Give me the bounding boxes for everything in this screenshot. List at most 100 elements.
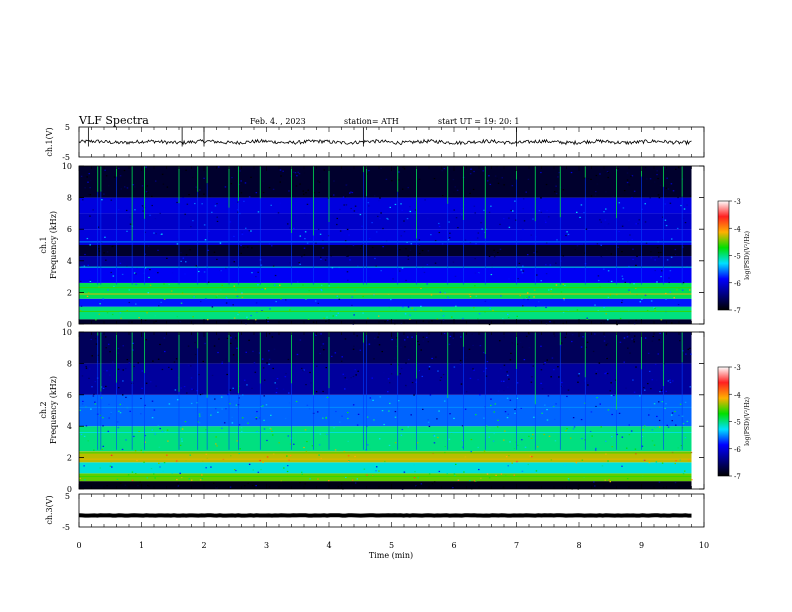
spectrogram-speckle xyxy=(94,403,97,405)
spectrogram-speckle xyxy=(303,446,305,449)
spectrogram-speckle xyxy=(320,346,323,348)
spectrogram-speckle xyxy=(351,296,353,298)
spectrogram-speckle xyxy=(203,271,206,273)
spectrogram-speckle xyxy=(446,473,449,475)
spectrogram-speckle xyxy=(675,460,677,462)
spectrogram-speckle xyxy=(102,387,105,389)
colorbar-tick-label: -6 xyxy=(734,446,741,454)
spectrogram-speckle xyxy=(79,477,81,480)
spectrogram-speckle xyxy=(563,299,565,301)
spectrogram-speckle xyxy=(657,401,660,403)
spectrogram-speckle xyxy=(220,270,222,272)
spectrogram-speckle xyxy=(289,454,292,457)
spectrogram-speckle xyxy=(241,394,244,396)
spectrogram-speckle xyxy=(256,410,258,413)
spectrogram-speckle xyxy=(597,310,600,312)
spectrogram-speckle xyxy=(143,461,145,463)
spectrogram-speckle xyxy=(528,346,531,349)
spectrogram-speckle xyxy=(567,233,570,236)
spectrogram-speckle xyxy=(627,183,630,185)
spectrogram-speckle xyxy=(600,244,603,246)
spectrogram-speckle xyxy=(470,438,473,441)
spectrogram-speckle xyxy=(140,205,143,208)
spectrogram-speckle xyxy=(306,242,309,244)
spectrogram-speckle xyxy=(605,453,607,455)
spectrogram-speckle xyxy=(462,317,464,320)
spectrogram-speckle xyxy=(630,175,632,178)
spectrogram-speckle xyxy=(563,297,565,300)
spectrogram-speckle xyxy=(680,444,683,447)
spectrogram-speckle xyxy=(132,382,134,384)
spectrogram-speckle xyxy=(187,364,190,367)
spectrogram-speckle xyxy=(108,403,110,405)
spectrogram-speckle xyxy=(454,186,456,188)
spectrogram-speckle xyxy=(184,421,187,423)
spectrogram-speckle xyxy=(409,206,411,208)
spectrogram-speckle xyxy=(469,241,472,244)
spectrogram-speckle xyxy=(302,193,305,195)
spectrogram-speckle xyxy=(500,380,503,382)
spectrogram-speckle xyxy=(192,389,195,391)
spectrogram-speckle xyxy=(159,427,161,430)
spectrogram-speckle xyxy=(151,400,154,402)
spectrogram-speckle xyxy=(633,335,636,337)
spectrogram-speckle xyxy=(654,181,656,183)
spectrogram-speckle xyxy=(210,466,212,468)
spectrogram-speckle xyxy=(98,250,101,252)
spectrogram-speckle xyxy=(545,306,547,309)
spectrogram-speckle xyxy=(691,479,693,481)
spectrogram-speckle xyxy=(304,429,307,431)
spectrogram-speckle xyxy=(181,440,183,442)
spectrogram-speckle xyxy=(621,225,624,227)
spectrogram-speckle xyxy=(493,256,496,258)
spectrogram-speckle xyxy=(98,313,101,315)
spectrogram-speckle xyxy=(503,390,505,392)
spectrogram-speckle xyxy=(91,355,93,357)
spectrogram-speckle xyxy=(320,457,322,459)
spectrogram-speckle xyxy=(379,396,381,398)
spectrogram-speckle xyxy=(325,320,327,322)
spectrogram-speckle xyxy=(147,292,150,294)
spectrogram-speckle xyxy=(272,453,275,455)
spectrogram-speckle xyxy=(158,305,160,307)
spectrogram-speckle xyxy=(583,212,585,214)
spectrogram-speckle xyxy=(546,419,549,421)
spectrogram-speckle xyxy=(546,409,548,411)
spectrogram-speckle xyxy=(368,343,371,345)
spectrogram-speckle xyxy=(233,261,236,263)
spectrogram-speckle xyxy=(689,386,691,388)
spectrogram-speckle xyxy=(140,397,142,400)
spectrogram-speckle xyxy=(474,212,476,214)
spectrogram-speckle xyxy=(511,342,513,344)
spectrogram-speckle xyxy=(673,297,675,299)
spectrogram-speckle xyxy=(320,289,323,292)
spectrogram-speckle xyxy=(481,228,483,230)
spectrogram-speckle xyxy=(337,312,340,314)
spectrogram-band xyxy=(79,426,692,452)
spectrogram-speckle xyxy=(145,382,148,384)
spectrogram-speckle xyxy=(669,270,672,272)
spectrogram-speckle xyxy=(149,268,151,271)
spectrogram-speckle xyxy=(371,246,374,249)
spectrogram-speckle xyxy=(610,394,613,397)
spectrogram-speckle xyxy=(652,335,655,338)
spectrogram-speckle xyxy=(541,388,544,390)
spectrogram-speckle xyxy=(555,262,557,264)
spectrogram-speckle xyxy=(326,257,328,259)
spectrogram-speckle xyxy=(255,302,258,304)
spectrogram-speckle xyxy=(252,350,254,352)
spectrogram-speckle xyxy=(420,305,422,307)
spectrogram-speckle xyxy=(296,175,298,177)
spectrogram-speckle xyxy=(347,417,349,420)
spectrogram-speckle xyxy=(81,265,83,267)
spectrogram-speckle xyxy=(459,362,462,364)
spectrogram-speckle xyxy=(165,487,167,489)
spectrogram-speckle xyxy=(398,270,401,272)
spectrogram-speckle xyxy=(213,345,216,347)
spectrogram-speckle xyxy=(429,394,432,396)
spectrogram-speckle xyxy=(644,167,647,169)
spectrogram-speckle xyxy=(133,272,136,274)
spectrogram-speckle xyxy=(203,177,205,179)
spectrogram-speckle xyxy=(454,463,457,465)
spectrogram-speckle xyxy=(641,435,644,438)
